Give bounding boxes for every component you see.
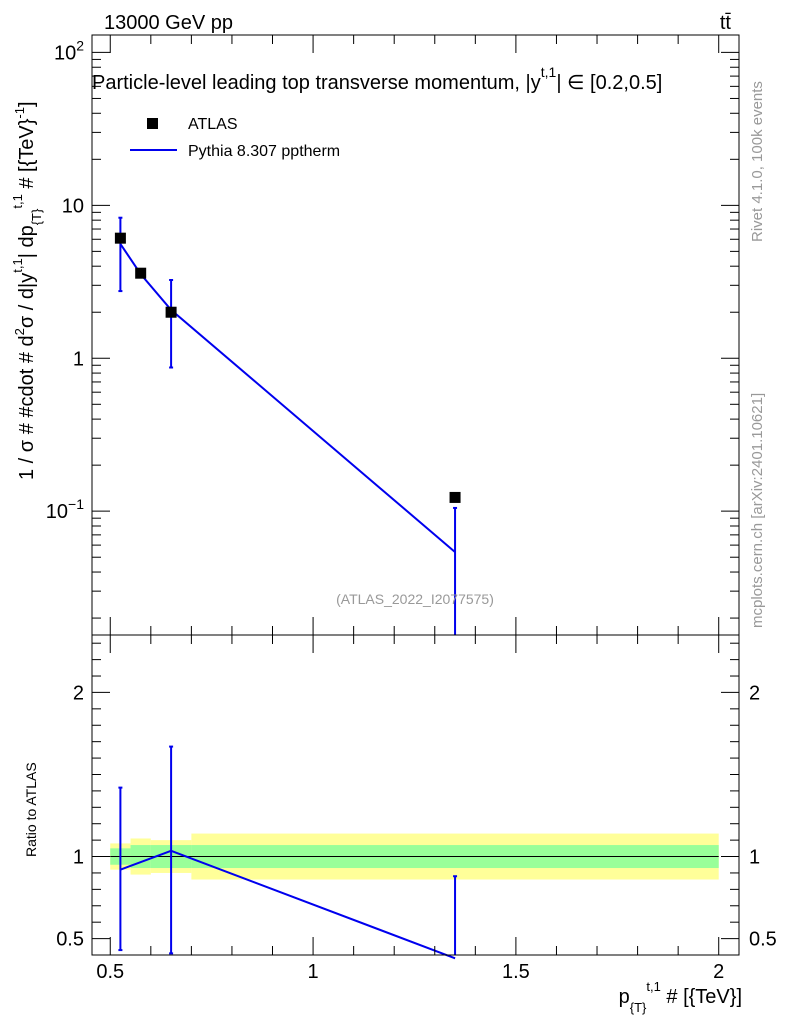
legend-pythia-label: Pythia 8.307 pptherm [188, 143, 340, 160]
legend-atlas-marker [147, 118, 158, 129]
ratio-y-axis-label: Ratio to ATLAS [23, 762, 39, 857]
x-tick-label: 1.5 [502, 961, 530, 983]
main-panel: 10−1 1 10 102 Particle-level leading top tr… [10, 34, 740, 636]
ratio-y-tick-label: 2 [73, 682, 84, 704]
ratio-y-tick-label-right: 1 [749, 847, 760, 869]
atlas-data-point [135, 267, 147, 279]
ratio-bands [110, 833, 719, 880]
mcplots-label: mcplots.cern.ch [arXiv:2401.10621] [749, 393, 766, 628]
x-tick-label: 1 [308, 961, 319, 983]
x-tick-label: 2 [713, 961, 724, 983]
analysis-id-label: (ATLAS_2022_I2077575) [336, 591, 494, 607]
main-ticks: 10−1 1 10 102 [46, 35, 739, 635]
ratio-panel: 0.5 0.5 1 1 2 2 0.5 1 1.5 2 Ratio to ATLAS [23, 634, 777, 983]
energy-label: 13000 GeV pp [104, 12, 233, 34]
y-tick-label: 1 [73, 348, 84, 370]
ratio-y-tick-label-right: 0.5 [749, 929, 777, 951]
ratio-marks [118, 745, 458, 960]
y-tick-label: 102 [54, 37, 84, 64]
rivet-version-label: Rivet 4.1.0, 100k events [749, 81, 766, 242]
main-marks [114, 216, 461, 635]
y-tick-label: 10−1 [46, 496, 84, 523]
y-tick-label: 10 [62, 195, 84, 217]
ratio-y-tick-label-right: 2 [749, 682, 760, 704]
atlas-data-point [114, 232, 126, 244]
pythia-line [119, 243, 456, 553]
ratio-y-tick-label: 1 [73, 847, 84, 869]
ratio-frame [91, 634, 740, 956]
legend-atlas-label: ATLAS [188, 116, 238, 133]
atlas-data-point [165, 306, 177, 318]
main-y-axis-label: 1 / σ # #cdot # d2σ / d|yt,1| dp{T}t,1 #… [10, 101, 44, 480]
process-label: tt̄ [720, 12, 732, 34]
x-axis-label: p{T}t,1 # [{TeV}] [619, 979, 742, 1015]
ratio-y-tick-label: 0.5 [56, 929, 84, 951]
x-tick-label: 0.5 [96, 961, 124, 983]
ratio-ticks: 0.5 0.5 1 1 2 2 0.5 1 1.5 2 [56, 635, 777, 983]
legend: ATLAS Pythia 8.307 pptherm [130, 116, 340, 160]
plot-title: Particle-level leading top transverse mo… [92, 64, 662, 94]
atlas-data-point [449, 491, 461, 503]
